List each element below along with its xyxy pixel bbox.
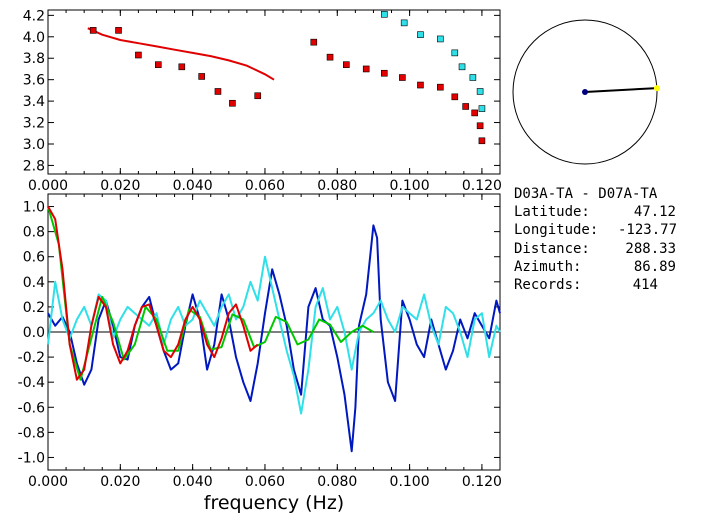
station-a-marker	[582, 89, 588, 95]
data-point	[198, 73, 205, 80]
x-tick-label: 0.040	[173, 178, 213, 194]
data-point	[178, 63, 186, 71]
data-point	[399, 74, 406, 81]
info-value: 414	[632, 277, 658, 294]
y-tick-label: 0.0	[23, 325, 45, 341]
dispersion-plot: 0.000 0.020 0.040 0.060 0.080 0.100 0.120 2.8 3.…	[23, 8, 502, 194]
series-line-red	[47, 206, 259, 381]
correlation-plot: 0.000 0.020 0.040 0.060 0.080 0.100 0.120 -1.0 -…	[18, 193, 502, 514]
info-row-distance: Distance: 288.33	[514, 240, 676, 258]
data-point	[478, 105, 486, 112]
data-point	[254, 92, 262, 100]
x-tick-label: 0.020	[100, 474, 140, 490]
data-point	[362, 65, 370, 73]
info-row-longitude: Longitude: -123.77	[514, 221, 678, 239]
y-tick-label: 0.4	[23, 275, 45, 291]
info-label: Longitude:	[514, 222, 599, 239]
y-tick-label: 0.2	[23, 300, 45, 316]
info-row-azimuth: Azimuth: 86.89	[514, 258, 676, 276]
data-point	[326, 53, 334, 61]
info-row-records: Records: 414	[514, 276, 676, 294]
info-label: Distance:	[514, 240, 590, 257]
data-point	[380, 69, 388, 77]
info-value: 288.33	[625, 240, 676, 257]
y-tick-label: 3.6	[23, 73, 45, 89]
x-tick-label: 0.080	[317, 474, 357, 490]
series-line-blue	[47, 224, 501, 453]
data-point	[462, 103, 469, 110]
data-point	[478, 137, 486, 145]
y-tick-label: -0.4	[18, 375, 45, 391]
data-point	[437, 83, 444, 91]
data-point	[115, 27, 122, 34]
x-tick-label: 0.120	[462, 474, 502, 490]
info-label: Records:	[514, 277, 582, 294]
data-point	[451, 93, 459, 101]
data-point	[417, 81, 424, 89]
data-point	[229, 99, 236, 107]
x-axis-label: frequency (Hz)	[204, 492, 344, 514]
azimuth-map	[512, 19, 660, 165]
info-value: 86.89	[633, 258, 676, 275]
y-tick-label: 4.2	[23, 8, 45, 24]
dispersion-curve	[87, 27, 275, 81]
info-value: 47.12	[633, 204, 676, 221]
data-point	[343, 61, 350, 68]
data-point	[154, 61, 162, 68]
data-point	[417, 31, 424, 38]
data-point	[469, 74, 477, 81]
x-tick-label: 0.000	[28, 178, 68, 194]
x-tick-label: 0.040	[173, 474, 213, 490]
info-label: Azimuth:	[514, 258, 582, 275]
y-tick-label: 2.8	[23, 158, 45, 174]
path-line	[584, 87, 657, 93]
data-point	[437, 35, 444, 43]
station-pair-title: D03A-TA - D07A-TA	[514, 185, 676, 203]
y-tick-label: 3.0	[23, 137, 45, 153]
info-label: Latitude:	[514, 204, 590, 221]
data-point	[476, 88, 484, 95]
data-point	[476, 122, 484, 130]
y-tick-label: -0.6	[18, 400, 45, 416]
data-point	[89, 27, 97, 34]
x-tick-label: 0.060	[245, 178, 285, 194]
station-b-marker	[653, 85, 660, 92]
y-tick-label: 3.2	[23, 116, 45, 132]
y-tick-label: -0.2	[18, 350, 45, 366]
y-tick-label: -1.0	[18, 450, 45, 466]
plot-frame	[47, 9, 501, 175]
data-point	[400, 19, 408, 27]
y-tick-label: 3.8	[23, 51, 45, 67]
station-info-panel: D03A-TA - D07A-TA Latitude: 47.12 Longit…	[514, 185, 678, 294]
y-tick-label: 4.0	[23, 30, 45, 46]
series-line-cyan	[47, 255, 501, 415]
map-boundary	[512, 19, 658, 165]
y-tick-label: 0.8	[23, 225, 45, 241]
y-tick-label: 1.0	[23, 200, 45, 216]
x-tick-label: 0.100	[390, 474, 430, 490]
x-tick-label: 0.120	[462, 178, 502, 194]
data-point	[380, 10, 388, 18]
data-point	[451, 49, 459, 57]
y-tick-label: 3.4	[23, 94, 45, 110]
station-pair-label: D03A-TA - D07A-TA	[514, 186, 658, 202]
y-tick-label: 0.6	[23, 250, 45, 266]
data-point	[471, 109, 478, 117]
data-point	[310, 38, 318, 46]
x-tick-label: 0.000	[28, 474, 68, 490]
x-tick-label: 0.100	[390, 178, 430, 194]
info-row-latitude: Latitude: 47.12	[514, 203, 676, 221]
y-tick-label: -0.8	[18, 425, 45, 441]
x-tick-label: 0.020	[100, 178, 140, 194]
x-tick-label: 0.080	[317, 178, 357, 194]
data-point	[135, 51, 142, 59]
info-value: -123.77	[618, 222, 678, 239]
data-point	[214, 88, 222, 95]
data-point	[458, 63, 466, 71]
x-tick-label: 0.060	[245, 474, 285, 490]
